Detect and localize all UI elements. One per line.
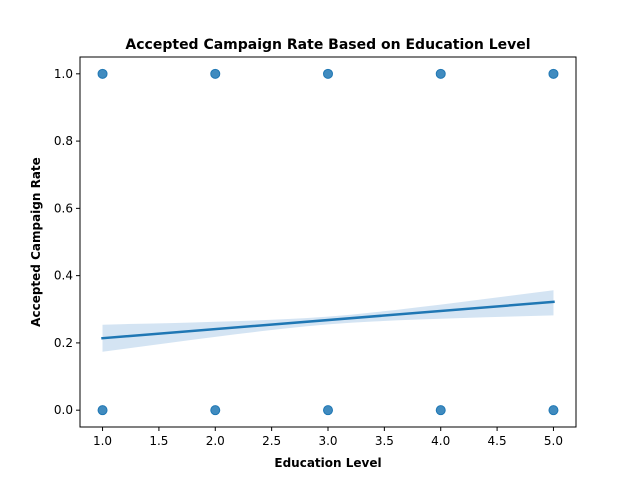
scatter-point [97, 405, 108, 416]
x-tick-label: 3.5 [375, 434, 394, 448]
x-tick-label: 4.5 [488, 434, 507, 448]
scatter-point [323, 405, 333, 416]
y-tick-label: 0.6 [54, 201, 73, 215]
y-axis-label: Accepted Campaign Rate [29, 157, 43, 327]
y-tick-label: 0.2 [54, 336, 73, 350]
y-tick-label: 0.8 [54, 134, 73, 148]
plot-frame [79, 56, 577, 428]
scatter-points-layer [97, 68, 559, 416]
x-tick-label: 2.5 [262, 434, 281, 448]
chart-title: Accepted Campaign Rate Based on Educatio… [125, 37, 530, 53]
x-tick-label: 3.0 [318, 434, 337, 448]
scatter-point [210, 68, 221, 79]
scatter-point [210, 405, 221, 416]
x-axis: 1.0 1.5 2.0 2.5 3.0 3.5 4.0 4.5 5.0 [93, 427, 563, 448]
x-tick-label: 5.0 [544, 434, 563, 448]
plot-area [79, 56, 577, 428]
scatter-point [435, 68, 446, 79]
x-axis-label: Education Level [274, 456, 381, 470]
x-tick-label: 1.0 [93, 434, 112, 448]
x-tick-label: 4.0 [431, 434, 450, 448]
scatter-point [548, 68, 559, 79]
y-tick-label: 0.0 [54, 403, 73, 417]
y-axis: 0.0 0.2 0.4 0.6 0.8 1.0 [54, 67, 80, 417]
scatter-point [97, 68, 108, 79]
scatter-point [323, 68, 333, 79]
scatter-point [548, 405, 559, 416]
x-tick-label: 2.0 [206, 434, 225, 448]
y-tick-label: 0.4 [54, 269, 73, 283]
x-tick-label: 1.5 [149, 434, 168, 448]
regression-line [101, 300, 555, 340]
scatter-point [435, 405, 446, 416]
regression-line-layer [101, 300, 555, 340]
y-tick-label: 1.0 [54, 67, 73, 81]
